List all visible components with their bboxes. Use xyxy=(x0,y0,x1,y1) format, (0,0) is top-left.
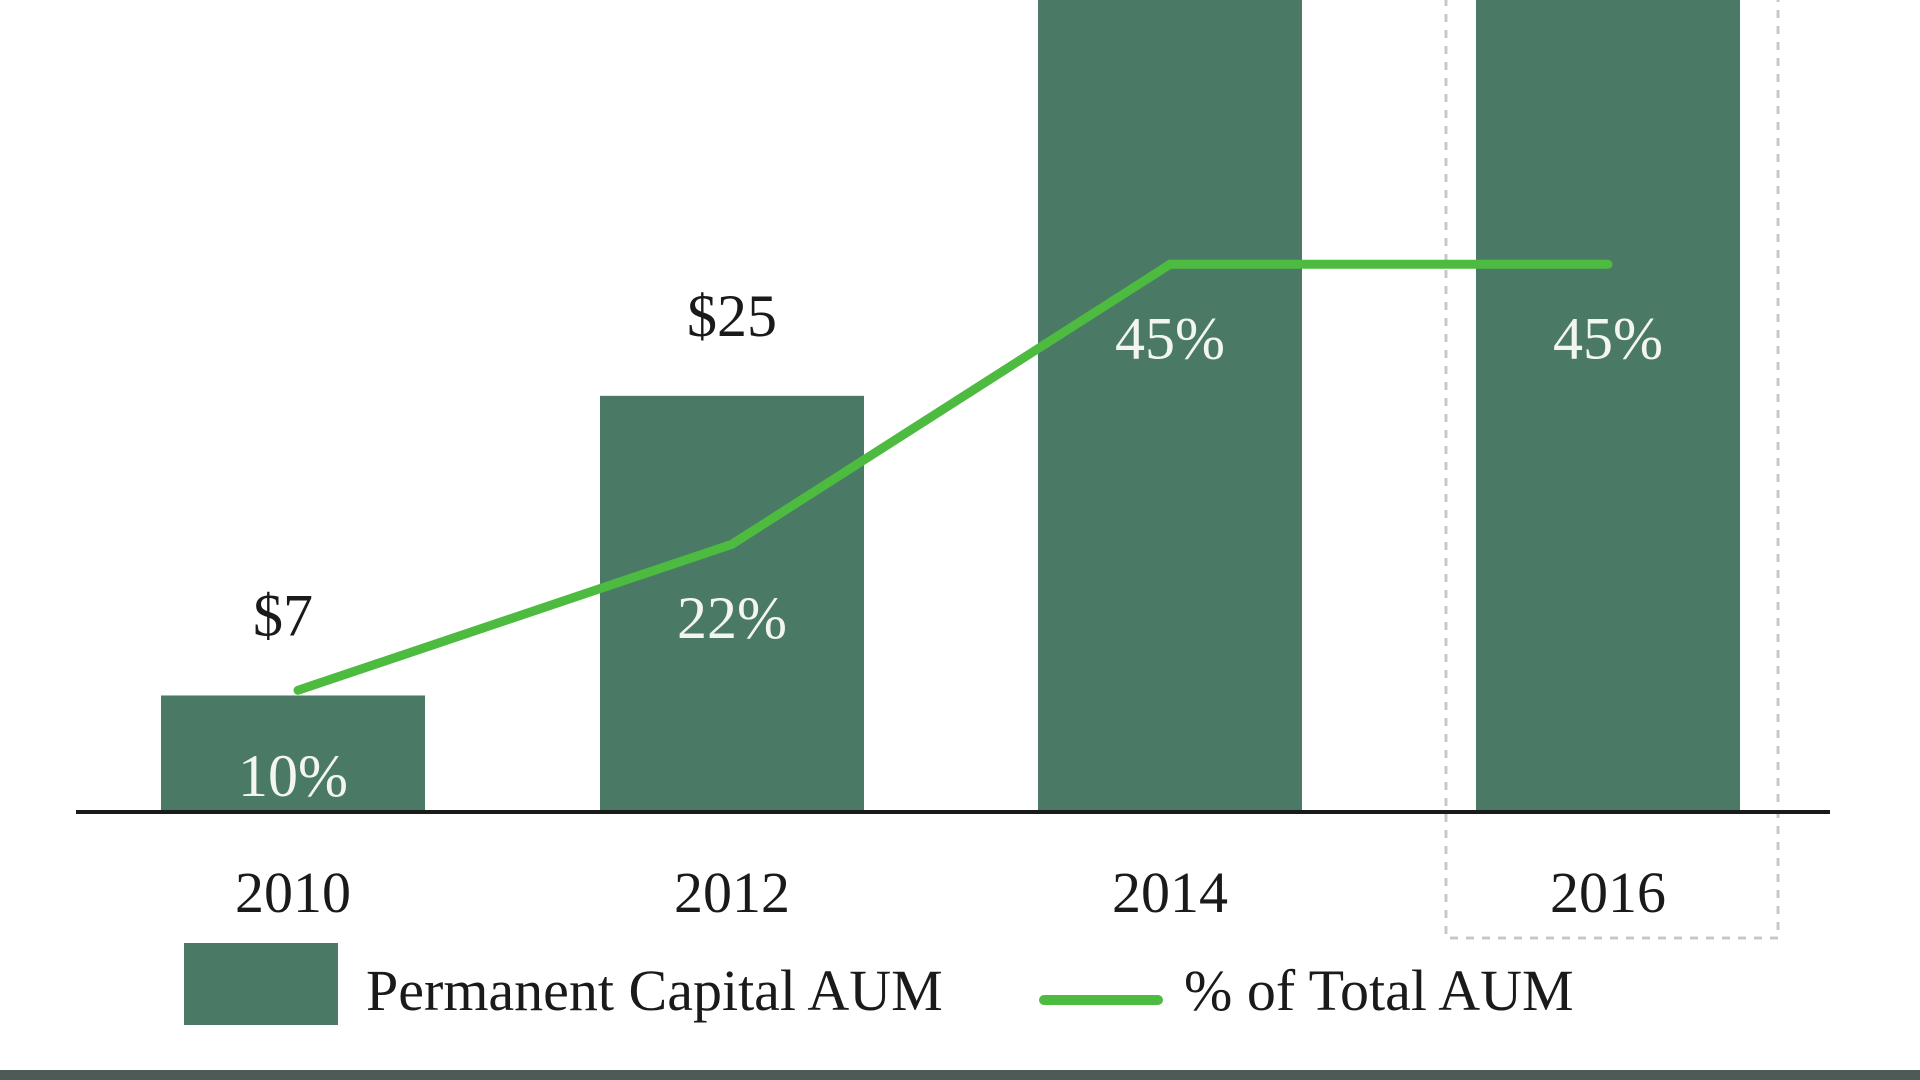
pct-label-2010: 10% xyxy=(238,743,348,809)
x-tick-label-2010: 2010 xyxy=(235,860,351,925)
x-tick-label-2012: 2012 xyxy=(674,860,790,925)
highlight-group xyxy=(1444,0,1780,940)
labels-group: $7 $25 10% 22% 45% 45% xyxy=(238,283,1663,809)
legend-swatch-bar xyxy=(184,943,338,1025)
bar-value-label-2012: $25 xyxy=(687,283,777,349)
legend-label-bar: Permanent Capital AUM xyxy=(366,958,943,1023)
pct-label-2012: 22% xyxy=(677,585,787,651)
legend: Permanent Capital AUM % of Total AUM xyxy=(184,943,1574,1025)
x-tick-label-2014: 2014 xyxy=(1112,860,1228,925)
highlight-box-2016 xyxy=(1444,0,1780,940)
bar-value-label-2010: $7 xyxy=(253,582,313,648)
bar-2010 xyxy=(161,695,425,812)
series-line-pct-total-aum xyxy=(293,259,1613,695)
legend-label-line: % of Total AUM xyxy=(1184,958,1574,1023)
x-axis: 2010 2012 2014 2016 xyxy=(76,810,1830,925)
bar-2014 xyxy=(1038,0,1302,812)
line-group xyxy=(293,259,1613,695)
pct-label-2016: 45% xyxy=(1553,305,1663,371)
x-tick-label-2016: 2016 xyxy=(1550,860,1666,925)
bar-2016 xyxy=(1476,0,1740,812)
bars-group xyxy=(161,0,1740,812)
pct-label-2014: 45% xyxy=(1115,305,1225,371)
bar-2012 xyxy=(600,395,864,812)
footer-bar xyxy=(0,1070,1920,1080)
